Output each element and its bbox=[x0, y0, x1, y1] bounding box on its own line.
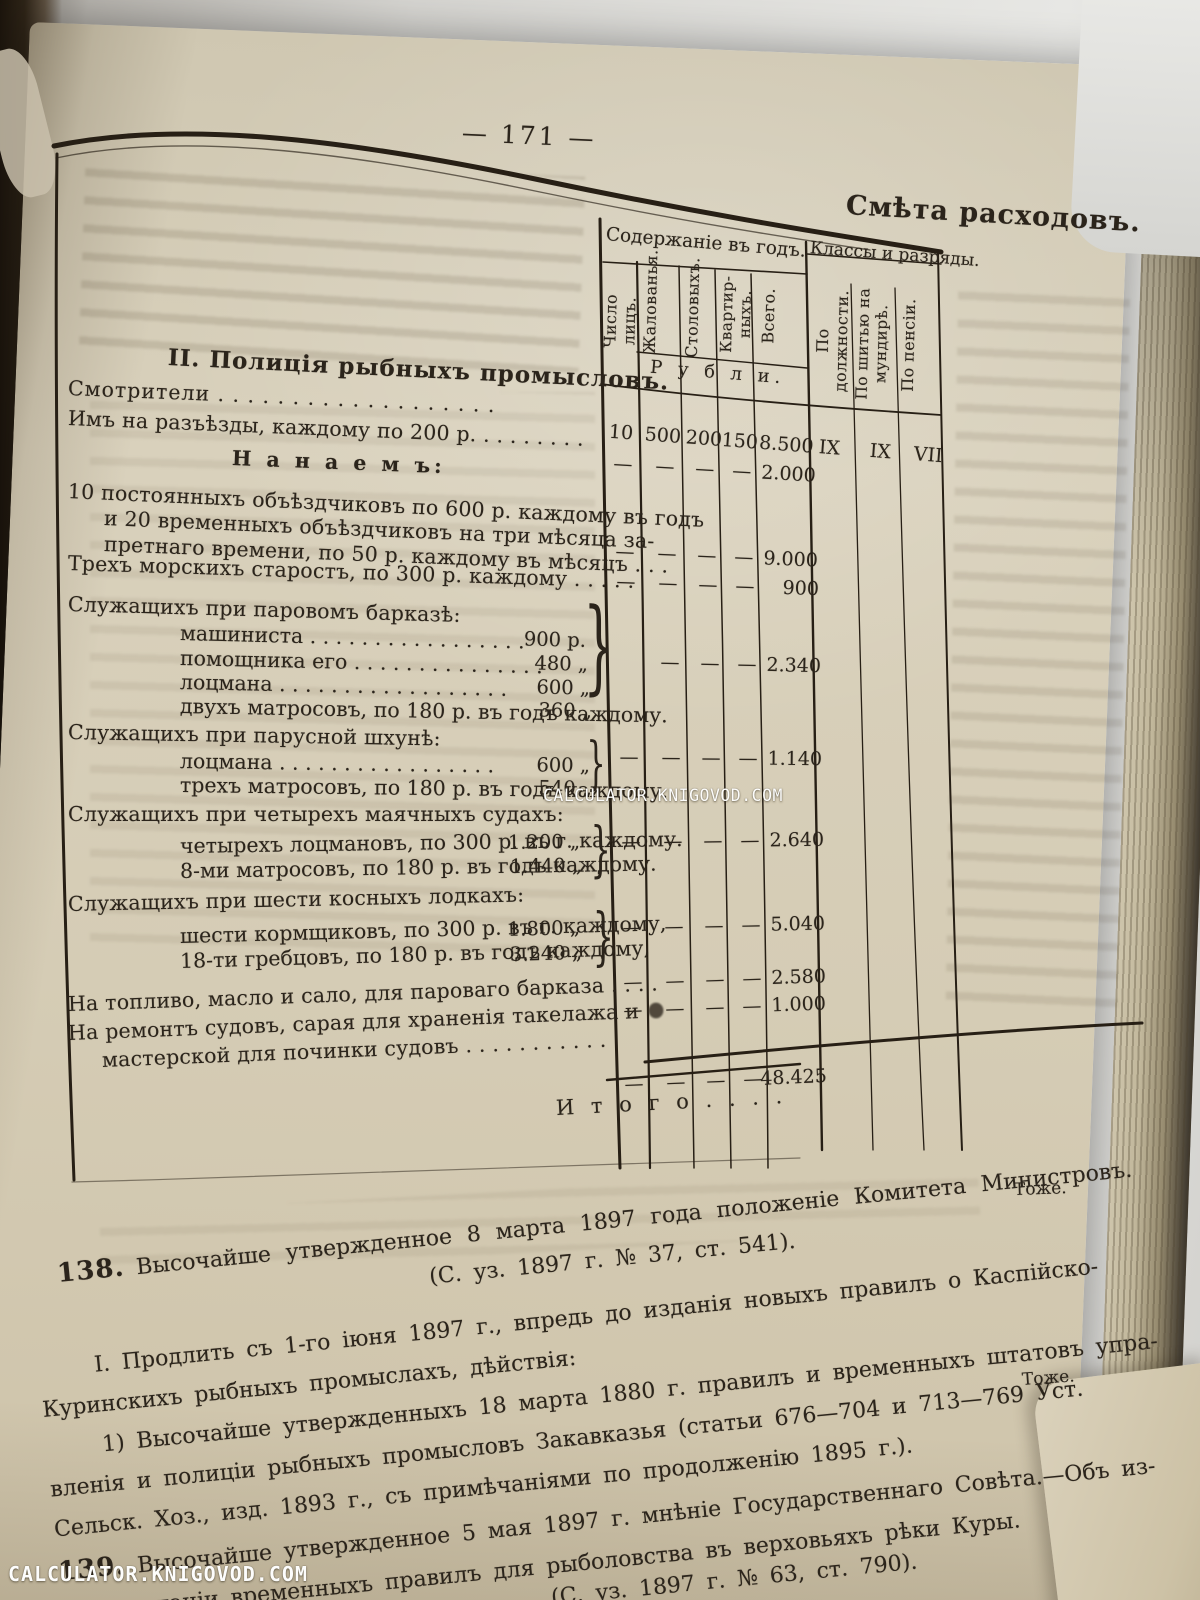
cell-mess: — bbox=[704, 914, 724, 938]
cell-salary: — bbox=[665, 969, 685, 993]
cell-mess: — bbox=[703, 829, 723, 853]
cell-total: 8.500 bbox=[758, 431, 815, 458]
group-brace: } bbox=[590, 815, 611, 885]
cell-salary: — bbox=[654, 455, 676, 479]
col-header-by-pension: По пенсіи. bbox=[897, 297, 920, 392]
cell-salary: — bbox=[663, 830, 683, 853]
page-number: — 171 — bbox=[461, 118, 598, 154]
cell-total: 2.640 bbox=[769, 828, 825, 852]
cell-total: 48.425 bbox=[759, 1065, 828, 1090]
cell-mess: — bbox=[696, 544, 717, 568]
cell-mess: 200 bbox=[685, 426, 723, 451]
watermark-bottom-left: CALCULATOR.KNIGOVOD.COM bbox=[8, 1562, 308, 1586]
cell-salary: 500 bbox=[644, 423, 682, 448]
cell-persons: — bbox=[616, 570, 636, 594]
amount-lotsmana-2: 600 „ bbox=[536, 753, 591, 778]
amount-mashinista: 900 р. bbox=[523, 627, 587, 652]
amount-18ti-grebtsov: 3.240 „ bbox=[509, 940, 583, 966]
cell-total: 5.040 bbox=[770, 912, 826, 936]
cell-persons: — bbox=[621, 830, 641, 853]
cell-salary: — bbox=[656, 542, 677, 566]
table-row-values-shkhuna: — — — — 1.140 bbox=[608, 746, 964, 774]
cell-persons: — bbox=[623, 998, 643, 1022]
cell-total: 2.580 bbox=[771, 965, 827, 989]
cell-total: 1.140 bbox=[767, 747, 823, 771]
cell-class-uniform: IX bbox=[869, 439, 892, 464]
group-brace: } bbox=[583, 586, 615, 706]
cell-mess: — bbox=[705, 1069, 726, 1093]
amount-lotsmana-1: 600 „ bbox=[536, 675, 591, 700]
col-header-persons: Число лицъ. bbox=[600, 293, 640, 348]
cell-mess: — bbox=[698, 573, 718, 597]
cell-persons: — bbox=[623, 1072, 644, 1096]
cell-mess: — bbox=[694, 457, 716, 481]
col-header-salary: Жалованья. bbox=[639, 249, 662, 354]
col-header-by-uniform: По шитью на мундирѣ. bbox=[852, 287, 892, 400]
cell-salary: — bbox=[665, 1070, 686, 1094]
col-header-total: Всего. bbox=[758, 287, 779, 344]
amount-chetyreh-lotsmanov: 1.200 „ bbox=[507, 829, 581, 854]
watermark-center: CALCULATOR.KNIGOVOD.COM bbox=[543, 786, 783, 805]
cell-persons: — bbox=[619, 746, 639, 769]
cell-salary: — bbox=[665, 997, 685, 1021]
cell-total: 2.340 bbox=[766, 653, 822, 678]
cell-persons: — bbox=[615, 540, 636, 564]
amount-dvuh-matrosov: 360 „ bbox=[538, 698, 593, 723]
group-brace: } bbox=[592, 899, 615, 973]
cell-salary: — bbox=[658, 572, 678, 595]
amount-8mi-matrosov: 1.440 „ bbox=[509, 853, 583, 878]
col-header-quarters: Квартир- ныхъ. bbox=[716, 274, 755, 353]
cell-salary: — bbox=[660, 651, 680, 674]
cell-persons: — bbox=[612, 452, 634, 476]
cell-total: 9.000 bbox=[762, 547, 819, 572]
cell-persons: — bbox=[623, 971, 643, 994]
group-brace: } bbox=[586, 730, 606, 796]
cell-mess: — bbox=[705, 996, 725, 1019]
cell-persons: — bbox=[622, 916, 642, 939]
col-header-by-position: По должности. bbox=[812, 289, 853, 393]
cell-total: 900 bbox=[782, 576, 820, 601]
group-head-mayachnye-suda: Служащихъ при четырехъ маячныхъ судахъ: bbox=[68, 802, 564, 826]
statute-number-138: 138. bbox=[55, 1252, 126, 1289]
amount-pomoshchnika: 480 „ bbox=[534, 651, 589, 676]
cell-persons bbox=[611, 650, 645, 651]
col-header-mess: Столовыхъ. bbox=[681, 256, 704, 359]
ink-smudge bbox=[648, 1002, 664, 1019]
cell-total: 1.000 bbox=[771, 992, 827, 1017]
cell-class-pension: VII bbox=[913, 443, 944, 468]
cell-salary: — bbox=[661, 746, 681, 769]
table-row-values-mayachnye: — — — — 2.640 bbox=[610, 827, 966, 855]
cell-persons: 10 bbox=[608, 420, 634, 445]
cell-total: 2.000 bbox=[760, 461, 817, 487]
bleed-texture bbox=[90, 392, 595, 952]
cell-mess: — bbox=[701, 746, 721, 770]
cell-mess: — bbox=[700, 652, 720, 675]
cell-class-position: IX bbox=[818, 436, 841, 460]
cell-salary: — bbox=[664, 915, 684, 938]
cell-mess: — bbox=[705, 968, 725, 992]
